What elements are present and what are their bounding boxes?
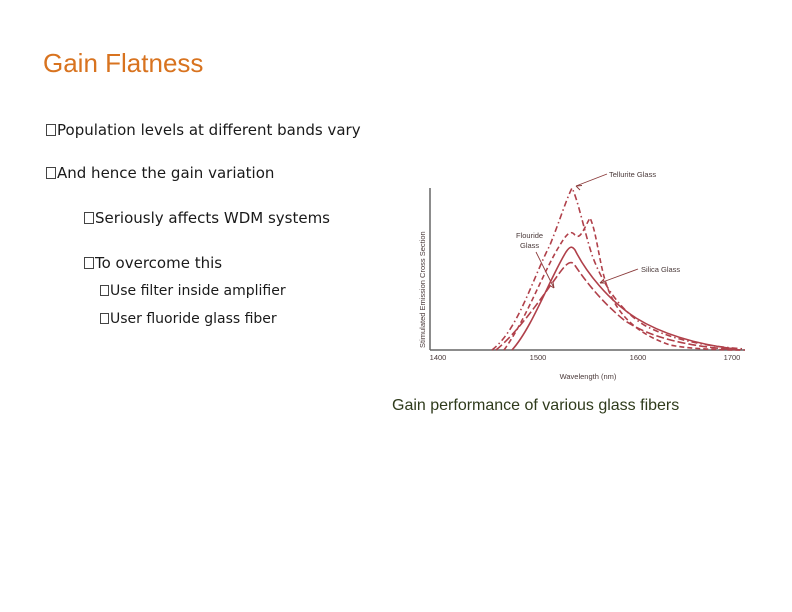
- bullet-text: Seriously affects WDM systems: [95, 209, 330, 227]
- bullet-filter: Use filter inside amplifier: [100, 283, 286, 299]
- fluoride-pointer: [535, 251, 555, 289]
- bullet-text: Use filter inside amplifier: [110, 283, 286, 299]
- bullet-text: User fluoride glass fiber: [110, 311, 277, 327]
- bullet-wdm-systems: Seriously affects WDM systems: [84, 209, 330, 227]
- bullet-marker-icon: [100, 313, 109, 324]
- figure-x-label: Wavelength (nm): [560, 372, 617, 381]
- figure-x-tick: 1400: [430, 353, 447, 362]
- arrow-head-icon: [575, 185, 583, 191]
- slide-title: Gain Flatness: [43, 48, 204, 78]
- bullet-gain-variation: And hence the gain variation: [46, 164, 274, 182]
- bullet-overcome: To overcome this: [84, 254, 222, 272]
- bullet-text: And hence the gain variation: [57, 164, 275, 182]
- label-tellurite: Tellurite Glass: [609, 170, 656, 179]
- gain-figure: Stimulated Emission Cross Section 1400 1…: [418, 170, 746, 381]
- figure-x-tick: 1600: [630, 353, 647, 362]
- tellurite-curve: [491, 187, 746, 351]
- bullet-marker-icon: [100, 285, 109, 296]
- bullet-fluoride-fiber: User fluoride glass fiber: [100, 311, 277, 327]
- bullet-marker-icon: [46, 124, 56, 136]
- bullet-text: Population levels at different bands var…: [57, 121, 361, 139]
- silica-curve: [511, 246, 736, 351]
- bullet-population-levels: Population levels at different bands var…: [46, 121, 361, 139]
- bullet-marker-icon: [84, 257, 94, 269]
- label-silica: Silica Glass: [641, 265, 680, 274]
- silica-pointer: [599, 268, 639, 284]
- bullet-text: To overcome this: [95, 254, 223, 272]
- secondary-silica-curve: [495, 261, 741, 351]
- figure-caption: Gain performance of various glass fibers: [392, 397, 680, 414]
- label-fluoride-2: Glass: [520, 241, 539, 250]
- label-fluoride-1: Flouride: [516, 231, 543, 240]
- tellurite-pointer: [575, 173, 608, 187]
- figure-x-tick: 1700: [724, 353, 741, 362]
- figure-y-label: Stimulated Emission Cross Section: [418, 231, 427, 348]
- bullet-marker-icon: [84, 212, 94, 224]
- bullet-marker-icon: [46, 167, 56, 179]
- figure-x-tick: 1500: [530, 353, 547, 362]
